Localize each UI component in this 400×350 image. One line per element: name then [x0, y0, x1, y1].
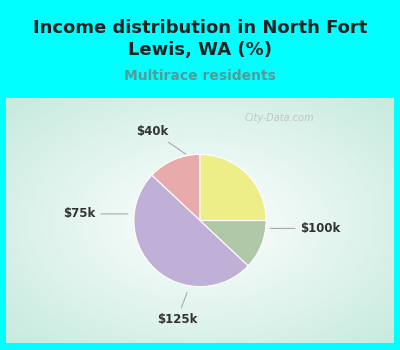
Text: City-Data.com: City-Data.com	[245, 113, 314, 124]
Text: Income distribution in North Fort
Lewis, WA (%): Income distribution in North Fort Lewis,…	[33, 19, 367, 59]
Text: $100k: $100k	[270, 222, 341, 235]
Wedge shape	[152, 154, 200, 220]
Wedge shape	[200, 220, 266, 266]
Text: $125k: $125k	[157, 293, 197, 326]
Wedge shape	[134, 175, 248, 287]
Text: $75k: $75k	[63, 208, 128, 220]
Wedge shape	[200, 154, 266, 220]
Text: $40k: $40k	[136, 125, 186, 154]
Text: Multirace residents: Multirace residents	[124, 69, 276, 83]
